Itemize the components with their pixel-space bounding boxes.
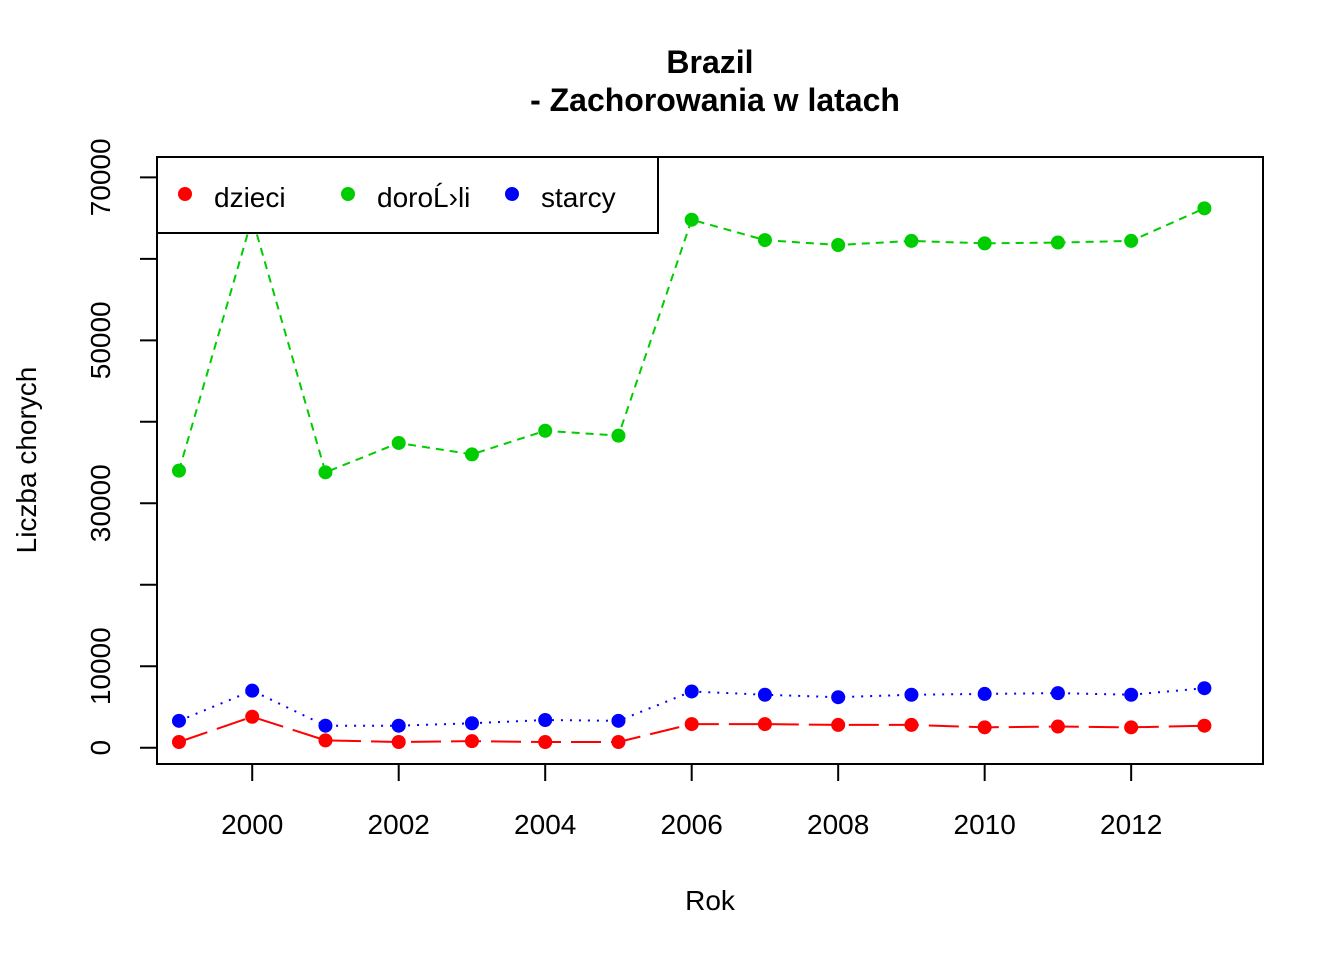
legend-label: dzieci xyxy=(214,182,286,213)
data-point xyxy=(831,237,846,252)
data-point xyxy=(464,716,479,731)
y-tick-label: 10000 xyxy=(85,627,116,705)
chart-subtitle: - Zachorowania w latach xyxy=(530,82,900,118)
legend-marker xyxy=(178,187,192,201)
series-dzieci xyxy=(171,709,1212,750)
x-tick-label: 2004 xyxy=(514,809,576,840)
data-point xyxy=(1124,720,1139,735)
data-point xyxy=(831,690,846,705)
data-point xyxy=(318,733,333,748)
x-tick-label: 2008 xyxy=(807,809,869,840)
x-tick-label: 2010 xyxy=(954,809,1016,840)
series-line xyxy=(178,207,1205,474)
data-point xyxy=(977,236,992,251)
data-point xyxy=(318,718,333,733)
series-starcy xyxy=(171,681,1212,733)
series-layer xyxy=(171,201,1212,750)
chart-title: Brazil xyxy=(666,44,753,80)
data-point xyxy=(464,447,479,462)
data-point xyxy=(171,735,186,750)
data-point xyxy=(1124,233,1139,248)
data-point xyxy=(757,717,772,732)
data-point xyxy=(464,734,479,749)
legend-label: doroĹ›li xyxy=(377,182,470,213)
data-point xyxy=(171,713,186,728)
data-point xyxy=(611,713,626,728)
legend-box xyxy=(156,156,659,234)
data-point xyxy=(757,687,772,702)
x-axis-label: Rok xyxy=(685,885,736,916)
x-axis: 2000 2002 2004 2006 2008 2010 2012 xyxy=(221,763,1162,840)
data-point xyxy=(245,709,260,724)
data-point xyxy=(1197,201,1212,216)
data-point xyxy=(245,683,260,698)
data-point xyxy=(1197,718,1212,733)
data-point xyxy=(977,720,992,735)
data-point xyxy=(538,735,553,750)
y-tick-label: 70000 xyxy=(85,138,116,216)
series-doroĹ›li xyxy=(171,201,1212,480)
y-axis-label: Liczba chorych xyxy=(11,367,42,554)
data-point xyxy=(1124,687,1139,702)
y-tick-label: 0 xyxy=(85,740,116,756)
legend-marker xyxy=(341,187,355,201)
x-tick-label: 2000 xyxy=(221,809,283,840)
data-point xyxy=(391,435,406,450)
legend-marker xyxy=(505,187,519,201)
data-point xyxy=(1197,681,1212,696)
legend: dzieci doroĹ›li starcy xyxy=(156,156,659,234)
data-point xyxy=(611,428,626,443)
x-tick-label: 2006 xyxy=(661,809,723,840)
data-point xyxy=(1050,235,1065,250)
data-point xyxy=(611,735,626,750)
data-point xyxy=(977,686,992,701)
y-tick-label: 50000 xyxy=(85,301,116,379)
x-tick-label: 2002 xyxy=(368,809,430,840)
data-point xyxy=(684,717,699,732)
data-point xyxy=(757,233,772,248)
data-point xyxy=(831,717,846,732)
data-point xyxy=(1050,719,1065,734)
data-point xyxy=(1050,686,1065,701)
data-point xyxy=(684,684,699,699)
legend-label: starcy xyxy=(541,182,616,213)
data-point xyxy=(904,687,919,702)
data-point xyxy=(538,423,553,438)
data-point xyxy=(391,735,406,750)
data-point xyxy=(538,713,553,728)
x-tick-label: 2012 xyxy=(1100,809,1162,840)
data-point xyxy=(391,718,406,733)
data-point xyxy=(684,212,699,227)
y-tick-label: 30000 xyxy=(85,464,116,542)
plot-frame xyxy=(156,156,1264,765)
data-point xyxy=(904,233,919,248)
data-point xyxy=(904,717,919,732)
y-axis: 0 10000 30000 50000 70000 xyxy=(85,138,158,756)
data-point xyxy=(171,463,186,478)
data-point xyxy=(318,465,333,480)
